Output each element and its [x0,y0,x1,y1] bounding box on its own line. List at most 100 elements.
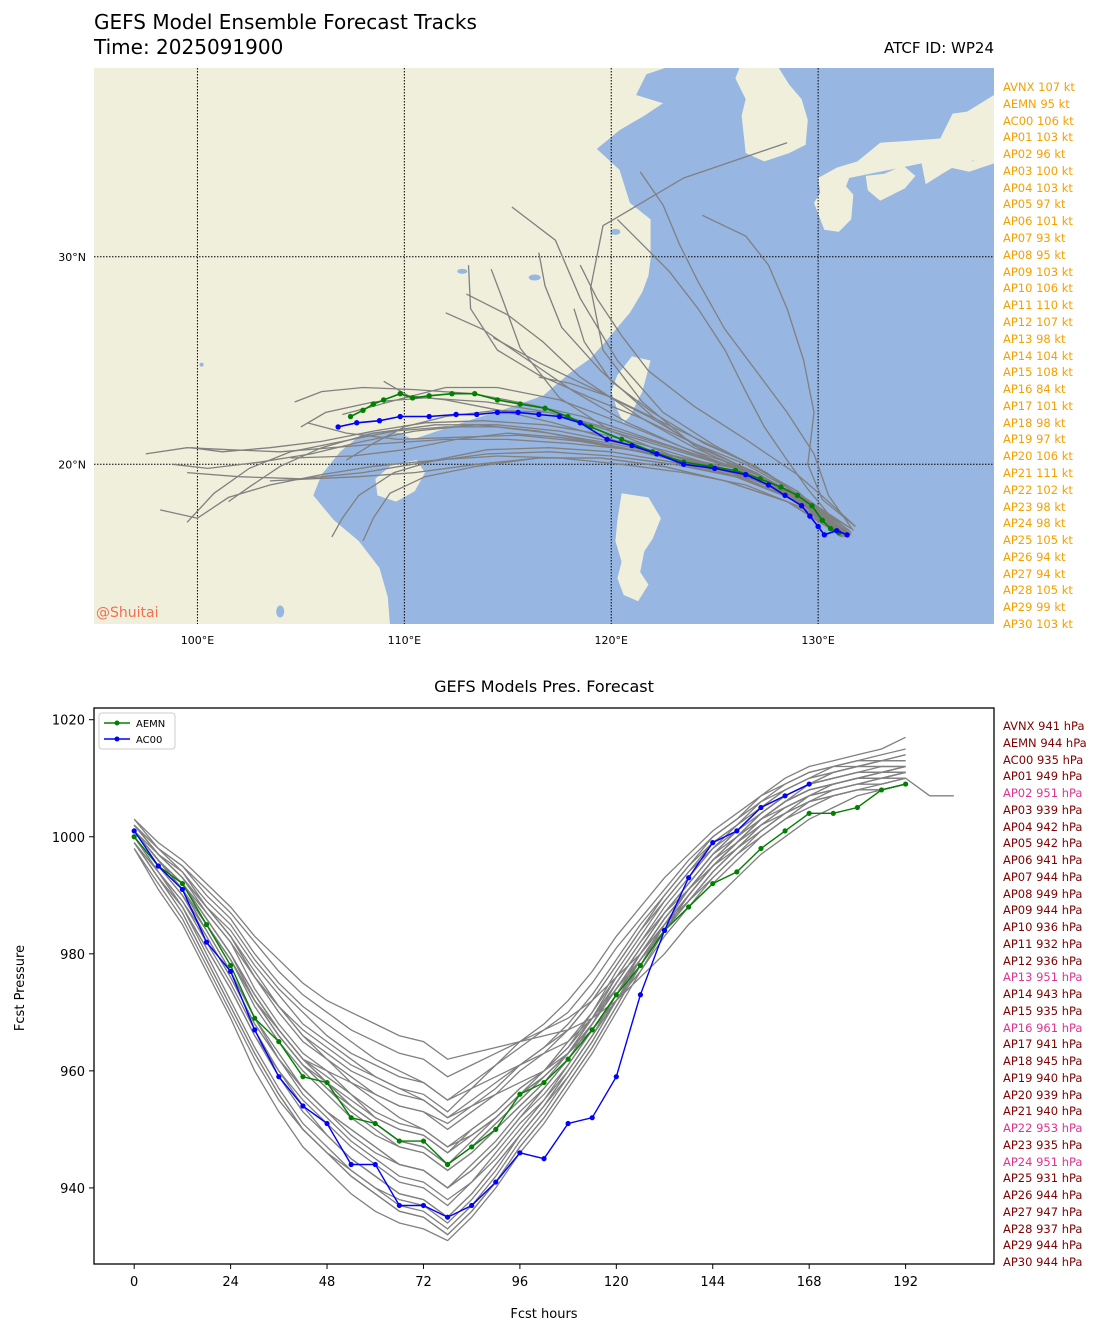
legend: AEMN AC00 [98,712,176,750]
wind-label: AP03 100 kt [1003,163,1073,178]
ac00-track-point [397,413,403,420]
aemn-pressure-point [517,1091,523,1097]
ac00-track-point [765,482,772,488]
pressure-label: AP14 943 hPa [1003,987,1083,1001]
pressure-label: AP09 944 hPa [1003,903,1083,918]
land-area [375,460,425,502]
x-tick-label: 144 [700,1275,725,1290]
ac00-pressure-point [710,840,716,846]
legend-marker [114,720,120,726]
wind-label: AP28 105 kt [1003,583,1073,598]
pressure-label: AP21 940 hPa [1003,1104,1083,1119]
x-tick-label: 24 [222,1275,239,1290]
pressure-label: AP13 951 hPa [1003,970,1083,985]
wind-label: AP18 98 kt [1003,415,1066,430]
track-map: @Shuitai [94,68,994,624]
wind-label: AEMN 95 kt [1003,96,1070,111]
aemn-pressure-point [734,869,740,875]
ac00-track-point [335,424,341,430]
aemn-pressure-point [493,1126,499,1132]
aemn-track-point [360,407,366,414]
aemn-track-point [380,397,387,403]
aemn-pressure-point [348,1115,354,1121]
land-area [814,178,854,232]
pressure-label: AP06 941 hPa [1003,853,1083,867]
pressure-label: AP22 953 hPa [1003,1121,1083,1135]
ac00-track-point [844,532,850,538]
aemn-pressure-point [613,992,619,998]
ac00-pressure-point [396,1202,402,1209]
wind-label: AC00 106 kt [1003,113,1074,128]
aemn-track-point [809,503,815,509]
aemn-pressure-point [469,1144,475,1150]
pressure-label: AP20 939 hPa [1003,1087,1083,1102]
x-tick-label: 72 [415,1275,432,1290]
ac00-pressure-point [228,968,234,974]
wind-label: AP16 84 kt [1003,382,1066,397]
member-pressure-line [133,777,906,1078]
y-tick-label: 960 [60,1065,85,1080]
member-pressure-line [133,765,906,1101]
aemn-pressure-point [372,1120,378,1127]
y-tick-label: 980 [60,948,85,963]
x-tick-label: 0 [130,1275,138,1290]
pressure-label: AP16 961 hPa [1003,1020,1083,1035]
aemn-pressure-point [276,1039,282,1045]
x-tick-label: 120 [604,1275,629,1290]
lon-tick-label: 130°E [801,634,834,647]
aemn-track-point [819,517,825,523]
atcf-id: ATCF ID: WP24 [883,39,994,57]
aemn-pressure-point [541,1079,547,1086]
member-pressure-line [133,754,906,1172]
map-axis-labels: 100°E 110°E 120°E 130°E 20°N 30°N [58,251,835,647]
wind-label: AP13 98 kt [1003,331,1066,346]
pressure-label: AP15 935 hPa [1003,1003,1083,1018]
aemn-track-point [370,401,377,407]
pressure-chart: GEFS Models Pres. Forecast 0 24 48 72 96 120 1… [13,677,995,1322]
pressure-label: AP26 944 hPa [1003,1188,1083,1202]
wind-label: AP21 111 kt [1003,465,1073,480]
wind-label: AP22 102 kt [1003,482,1073,497]
ac00-pressure-point [324,1120,330,1127]
member-pressure-line [133,777,954,1189]
wind-label: AP01 103 kt [1003,130,1073,145]
ac00-pressure-point [782,793,788,799]
member-pressure-line [133,777,906,1219]
aemn-pressure-point [637,962,644,969]
pressure-label: AP18 945 hPa [1003,1054,1083,1068]
ac00-track-point [474,411,480,418]
ac00-track-point [515,409,521,416]
pressure-label: AVNX 941 hPa [1003,719,1085,733]
aemn-pressure-point [565,1056,571,1062]
aemn-pressure-point [131,834,137,840]
aemn-track-point [778,484,784,490]
ac00-pressure-point [420,1202,427,1209]
aemn-track-point [618,436,625,443]
aemn-pressure-point [396,1138,402,1144]
member-pressure-line [133,771,906,1230]
lon-tick-label: 110°E [388,634,421,647]
ac00-pressure-point [252,1027,258,1033]
wind-label: AP17 101 kt [1003,398,1073,413]
lat-tick-label: 30°N [58,251,86,264]
pressure-label: AP17 941 hPa [1003,1037,1083,1052]
ac00-track-point [629,442,635,449]
aemn-pressure-point [903,781,909,787]
ac00-pressure-point [300,1103,306,1109]
pressure-label: AC00 935 hPa [1003,752,1084,767]
aemn-pressure-point [758,845,764,852]
wind-label: AP04 103 kt [1003,180,1073,195]
x-tick-label: 96 [512,1275,529,1290]
ac00-pressure-point [758,804,764,811]
ac00-pressure-point [517,1150,523,1156]
lon-tick-label: 120°E [595,634,628,647]
lake [199,362,204,367]
ac00-pressure-point [179,886,185,893]
ac00-track-point [680,461,687,467]
land-area [94,538,148,624]
wind-label: AP26 94 kt [1003,549,1066,564]
aemn-pressure-point [324,1079,330,1086]
aemn-track-point [347,413,354,420]
member-pressure-line [133,765,906,1166]
wind-label: AP05 97 kt [1003,197,1066,212]
